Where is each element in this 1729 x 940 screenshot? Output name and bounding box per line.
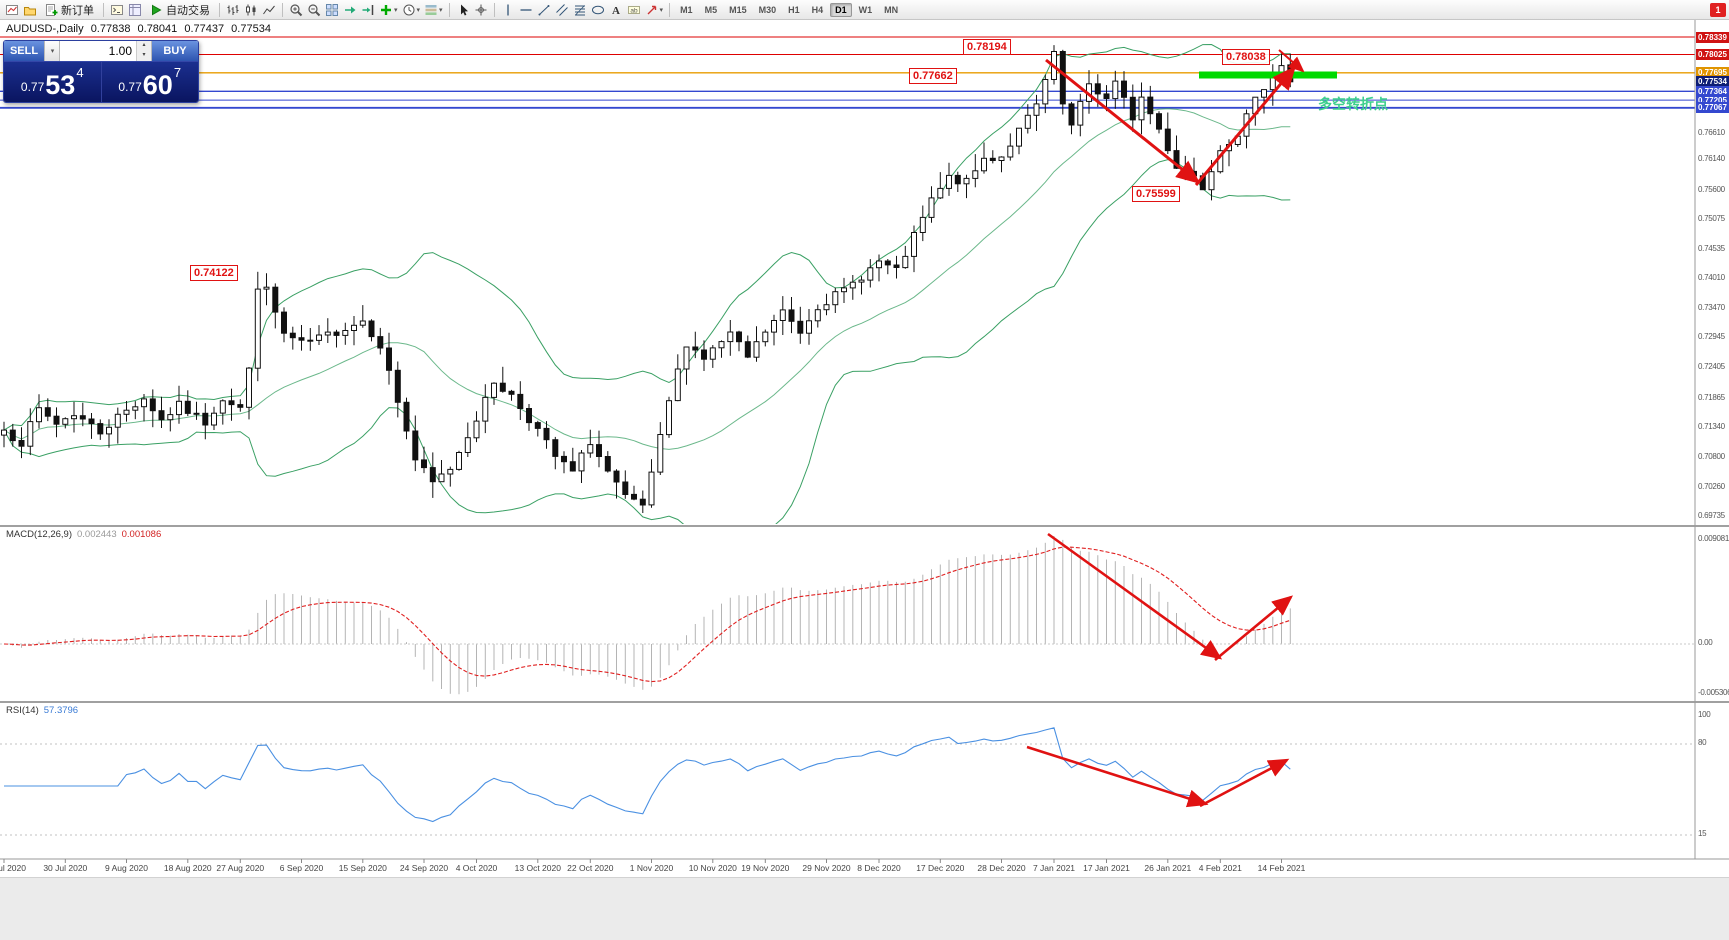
- stepper-up-icon[interactable]: ▴: [142, 42, 146, 48]
- timeframe-h4-button[interactable]: H4: [811, 4, 824, 15]
- cursor-icon[interactable]: [454, 1, 472, 19]
- auto-scroll-icon[interactable]: [341, 1, 359, 19]
- stepper-down-icon[interactable]: ▾: [142, 52, 146, 58]
- sell-price-pips: 53: [45, 70, 76, 100]
- toolbar-separator: [669, 2, 671, 17]
- trendline-icon[interactable]: [535, 1, 553, 19]
- chevron-down-icon: ▾: [50, 48, 55, 55]
- zoom-in-icon[interactable]: [287, 1, 305, 19]
- sell-button[interactable]: SELL: [4, 41, 44, 61]
- macd-label: MACD(12,26,9) 0.002443 0.001086: [6, 529, 166, 540]
- autotrading-button-label: 自动交易: [166, 4, 210, 17]
- timeframe-m5-button[interactable]: M5: [704, 4, 718, 15]
- symbol-period-label: AUDUSD-,Daily: [6, 23, 84, 35]
- rsi-label: RSI(14) 57.3796: [6, 705, 83, 716]
- sell-price-whole: 0.77: [20, 80, 45, 94]
- chart-profiles-icon[interactable]: [21, 1, 39, 19]
- new-order-button[interactable]: 新订单: [39, 1, 99, 19]
- templates-icon[interactable]: ▾: [422, 1, 445, 19]
- toolbar-separator: [493, 2, 495, 17]
- volume-dropdown[interactable]: ▾: [44, 41, 60, 61]
- sell-price[interactable]: 0.77 53 4: [4, 62, 101, 102]
- text-label-icon[interactable]: ab: [625, 1, 643, 19]
- toolbar-separator: [282, 2, 283, 17]
- buy-price-pips: 60: [142, 70, 173, 100]
- crosshair-icon[interactable]: [472, 1, 490, 19]
- text-icon[interactable]: A: [607, 1, 625, 19]
- candlestick-chart-icon[interactable]: [242, 1, 260, 19]
- macd-main-value: 0.002443: [77, 529, 117, 540]
- trend-arrow[interactable]: [1199, 758, 1290, 808]
- macd-signal-line: [3, 546, 1291, 683]
- timeframe-h1-button[interactable]: H1: [788, 4, 800, 15]
- metaquotes-language-icon[interactable]: [108, 1, 126, 19]
- bar-chart-icon[interactable]: [224, 1, 242, 19]
- bollinger-bands: [3, 43, 1291, 524]
- chevron-down-icon: ▾: [659, 6, 664, 14]
- macd-name: MACD(12,26,9): [6, 529, 72, 540]
- vertical-line-icon[interactable]: [499, 1, 517, 19]
- buy-price-whole: 0.77: [118, 80, 142, 94]
- new-chart-icon[interactable]: [3, 1, 21, 19]
- rsi-line: [4, 727, 1291, 823]
- line-chart-icon[interactable]: [260, 1, 278, 19]
- arrows-icon[interactable]: ▾: [643, 1, 666, 19]
- candlestick-series: [1, 45, 1294, 513]
- timeframe-w1-button[interactable]: W1: [858, 4, 873, 15]
- high-value: 0.78041: [137, 23, 178, 35]
- sell-price-point: 4: [76, 65, 84, 80]
- shapes-icon[interactable]: [589, 1, 607, 19]
- toolbar-separator: [103, 2, 104, 17]
- chart-shift-icon[interactable]: [359, 1, 377, 19]
- rsi-value: 57.3796: [43, 705, 79, 716]
- trend-arrow[interactable]: [1194, 65, 1296, 186]
- volume-stepper[interactable]: ▴ ▾: [136, 41, 152, 61]
- timeframe-mn-button[interactable]: MN: [884, 4, 899, 15]
- buy-price-point: 7: [173, 65, 182, 80]
- trend-arrow[interactable]: [1045, 58, 1201, 184]
- trend-arrow[interactable]: [1047, 532, 1223, 660]
- trend-arrow[interactable]: [1026, 745, 1209, 808]
- open-value: 0.77838: [90, 23, 131, 35]
- trend-arrow[interactable]: [1214, 595, 1294, 662]
- indicators-icon[interactable]: ▾: [377, 1, 400, 19]
- macd-signal-value: 0.001086: [121, 529, 162, 540]
- trend-arrow[interactable]: [1278, 49, 1305, 73]
- svg-text:A: A: [612, 5, 620, 17]
- timeframe-m1-button[interactable]: M1: [680, 4, 693, 15]
- chevron-down-icon: ▾: [439, 6, 443, 14]
- fibonacci-retracement-icon[interactable]: [571, 1, 589, 19]
- rsi-name: RSI(14): [6, 705, 39, 716]
- svg-text:ab: ab: [630, 7, 638, 14]
- window-bottom-area: [0, 877, 1729, 940]
- horizontal-line-icon[interactable]: [517, 1, 535, 19]
- chart-ohlc-title: AUDUSD-,Daily 0.77838 0.78041 0.77437 0.…: [6, 23, 275, 35]
- buy-button[interactable]: BUY: [152, 41, 198, 61]
- price-divider: [100, 62, 102, 102]
- toolbar-separator: [448, 2, 450, 17]
- chevron-down-icon: ▾: [416, 6, 421, 14]
- timeframe-d1-button[interactable]: D1: [830, 2, 852, 17]
- tile-windows-icon[interactable]: [323, 1, 341, 19]
- buy-price[interactable]: 0.77 60 7: [102, 62, 199, 102]
- chevron-down-icon: ▾: [394, 6, 398, 14]
- annotation-note[interactable]: 多空转折点: [1318, 96, 1388, 112]
- macd-histogram: [12, 536, 1291, 695]
- periods-icon[interactable]: ▾: [400, 1, 423, 19]
- new-order-button-label: 新订单: [61, 4, 94, 17]
- notification-badge[interactable]: 1: [1710, 3, 1726, 17]
- zoom-out-icon[interactable]: [305, 1, 323, 19]
- timeframe-m30-button[interactable]: M30: [758, 4, 777, 15]
- low-value: 0.77437: [184, 23, 225, 35]
- market-watch-icon[interactable]: [126, 1, 144, 19]
- equidistant-channel-icon[interactable]: [553, 1, 571, 19]
- toolbar-separator: [219, 2, 220, 17]
- volume-input[interactable]: [60, 41, 136, 61]
- close-value: 0.77534: [231, 23, 271, 35]
- timeframe-m15-button[interactable]: M15: [729, 4, 747, 15]
- autotrading-button[interactable]: 自动交易: [144, 1, 215, 19]
